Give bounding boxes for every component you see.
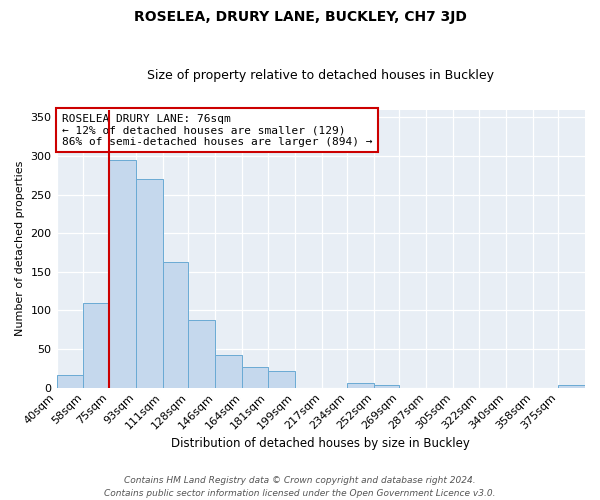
Bar [83, 302, 109, 388]
Bar [215, 355, 242, 388]
Bar [268, 370, 295, 388]
Bar [347, 383, 374, 388]
Y-axis label: Number of detached properties: Number of detached properties [15, 161, 25, 336]
X-axis label: Distribution of detached houses by size in Buckley: Distribution of detached houses by size … [172, 437, 470, 450]
Bar [136, 179, 163, 388]
Bar [163, 262, 188, 388]
Bar [242, 367, 268, 388]
Text: Contains HM Land Registry data © Crown copyright and database right 2024.
Contai: Contains HM Land Registry data © Crown c… [104, 476, 496, 498]
Bar [374, 386, 400, 388]
Title: Size of property relative to detached houses in Buckley: Size of property relative to detached ho… [147, 69, 494, 82]
Text: ROSELEA, DRURY LANE, BUCKLEY, CH7 3JD: ROSELEA, DRURY LANE, BUCKLEY, CH7 3JD [134, 10, 466, 24]
Bar [56, 375, 83, 388]
Text: ROSELEA DRURY LANE: 76sqm
← 12% of detached houses are smaller (129)
86% of semi: ROSELEA DRURY LANE: 76sqm ← 12% of detac… [62, 114, 373, 147]
Bar [109, 160, 136, 388]
Bar [188, 320, 215, 388]
Bar [558, 386, 585, 388]
